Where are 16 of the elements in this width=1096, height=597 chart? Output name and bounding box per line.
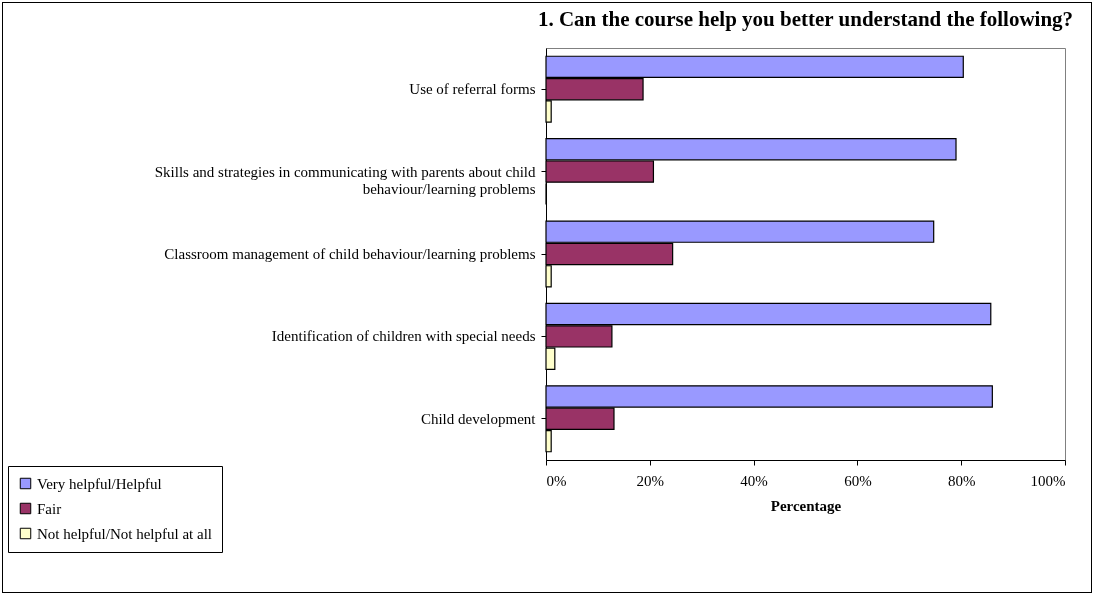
- x-tick-label: 20%: [636, 472, 665, 489]
- x-tick-label: 100%: [1030, 472, 1066, 489]
- y-tick-label: Identification of children with special needs: [271, 328, 536, 345]
- x-axis-title: Percentage: [770, 497, 842, 514]
- legend-label: Very helpful/Helpful: [37, 475, 162, 492]
- y-tick-label: Use of referral forms: [409, 81, 536, 98]
- x-tick-label: 80%: [947, 472, 976, 489]
- chart-title: 1. Can the course help you better understand the following?: [537, 7, 1074, 31]
- legend-label: Not helpful/Not helpful at all: [37, 525, 212, 542]
- x-tick-label: 0%: [546, 472, 567, 489]
- y-tick-label: Skills and strategies in communicating with parents about child behaviour/learning problems: [154, 163, 536, 197]
- x-tick-label: 60%: [844, 472, 872, 489]
- y-tick-label: Child development: [420, 410, 537, 427]
- x-tick-label: 40%: [740, 472, 768, 489]
- legend-label: Fair: [37, 500, 62, 517]
- y-tick-label: Classroom management of child behaviour/learning problems: [164, 246, 536, 262]
